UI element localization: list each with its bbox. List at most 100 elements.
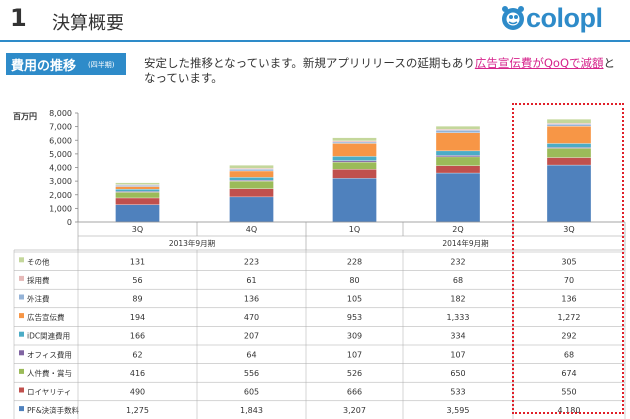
logo-text: colopl [526,3,603,33]
bar-segment [435,126,481,130]
table-cell-value: 64 [246,350,256,359]
x-category-label: 3Q [563,225,574,234]
table-cell-value: 107 [450,350,465,359]
colopl-logo: colopl [500,3,628,37]
table-cell-value: 1,333 [447,313,470,322]
table-cell-value: 953 [347,313,362,322]
table-cell-value: 136 [561,295,576,304]
table-cell-value: 470 [244,313,259,322]
legend-swatch [19,350,24,356]
desc-text-after: となっています。 [144,56,615,85]
y-tick-label: 2,000 [49,191,72,200]
table-cell-value: 194 [130,313,145,322]
y-tick-label: 3,000 [49,177,72,186]
legend-swatch [19,368,24,374]
bar-segment [115,185,160,187]
header-divider [0,40,630,42]
bar-segment [115,192,160,199]
desc-text-before: 安定した推移となっています。新規アプリリリースの延期もあり [144,56,475,70]
table-cell-value: 3,595 [447,406,470,415]
table-cell-value: 1,272 [558,313,581,322]
table-cell-value: 56 [132,276,142,285]
bar-segment [546,119,592,124]
legend-swatch [19,331,24,337]
legend-swatch [19,406,24,412]
desc-highlight: 広告宣伝費がQoQで減額 [474,56,604,70]
bar-segment [229,196,274,223]
legend-label: 外注費 [27,294,50,304]
table-cell-value: 182 [450,295,465,304]
legend-swatch [19,313,24,319]
table-cell-value: 89 [132,295,142,304]
section-badge: 費用の推移 (四半期) [6,53,126,75]
legend-label: 採用費 [27,275,50,285]
legend-label: PF&決済手数料 [27,405,80,415]
bar-segment [115,197,160,205]
period-group-label: 2014年9月期 [442,238,488,248]
bar-segment [435,165,481,174]
y-tick-label: 4,000 [49,164,72,173]
bar-segment [546,164,592,223]
table-cell-value: 556 [244,369,259,378]
table-cell-value: 107 [347,350,362,359]
bar-segment [332,141,377,144]
table-cell-value: 68 [453,276,463,285]
bar-segment [229,170,274,178]
logo-mark-icon [502,6,524,30]
table-cell-value: 68 [564,350,574,359]
section-badge-sub: (四半期) [88,61,115,69]
table-cell-value: 526 [347,369,362,378]
legend-label: ロイヤリティ [27,388,71,397]
table-cell-value: 228 [347,257,362,266]
y-tick-label: 1,000 [49,204,72,213]
bar-segment [229,188,274,198]
page-title: 決算概要 [52,13,124,34]
bar-segment [435,132,481,152]
section-description: 安定した推移となっています。新規アプリリリースの延期もあり広告宣伝費がQoQで減… [144,56,624,86]
bar-segment [332,169,377,179]
bar-segment [332,161,377,170]
table-cell-value: 674 [561,369,576,378]
x-category-label: 1Q [349,225,360,234]
table-cell-value: 80 [349,276,359,285]
period-group-label: 2013年9月期 [169,238,215,248]
table-cell-value: 666 [347,388,362,397]
section-badge-label: 費用の推移 [11,59,77,74]
bar-segment [435,150,481,156]
table-cell-value: 70 [564,276,574,285]
legend-swatch [19,275,24,281]
bar-segment [332,140,377,143]
table-cell-value: 223 [244,257,259,266]
x-category-label: 4Q [246,225,257,234]
bar-segment [435,156,481,166]
bar-segment [435,155,481,158]
section-number: 1 [10,4,27,32]
legend-swatch [19,257,24,263]
chart-unit-label: 百万円 [13,112,37,121]
table-cell-value: 207 [244,332,259,341]
table-cell-value: 334 [450,332,465,341]
y-tick-label: 6,000 [49,136,72,145]
bar-segment [229,165,274,169]
legend-label: 広告宣伝費 [27,312,65,322]
table-cell-value: 1,275 [126,406,149,415]
y-tick-label: 5,000 [49,150,72,159]
bar-segment [229,177,274,181]
highlight-current-quarter-box [512,103,624,414]
table-cell-value: 232 [450,257,465,266]
legend-label: その他 [27,256,50,266]
bar-segment [115,186,160,190]
bar-segment [115,182,160,185]
table-cell-value: 105 [347,295,362,304]
bar-segment [115,189,160,192]
bar-segment [332,137,377,142]
table-cell-value: 309 [347,332,362,341]
y-tick-label: 8,000 [49,109,72,118]
table-cell-value: 1,843 [240,406,263,415]
bar-segment [435,130,481,133]
x-category-label: 2Q [452,225,463,234]
bar-segment [115,204,160,223]
table-cell-value: 305 [561,257,576,266]
table-cell-value: 131 [130,257,145,266]
table-cell-value: 3,207 [343,406,366,415]
